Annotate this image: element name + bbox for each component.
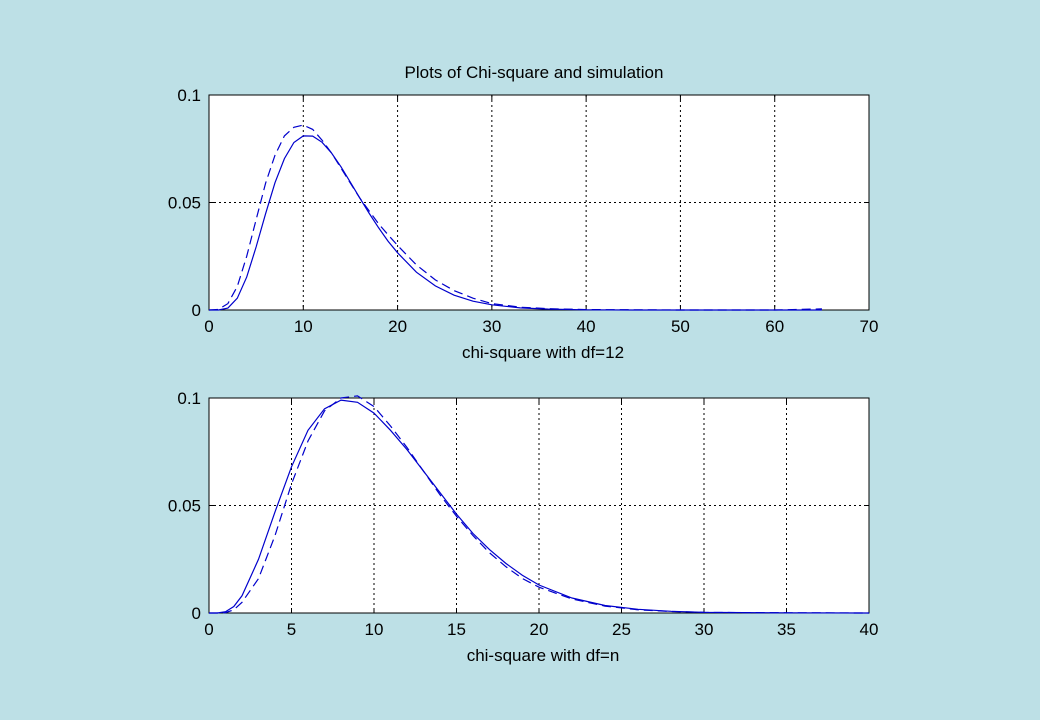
y-tick-label: 0.05 [168,497,201,516]
x-tick-label: 15 [447,620,466,639]
x-tick-label: 20 [388,317,407,336]
y-tick-label: 0 [192,604,201,623]
y-tick-label: 0.05 [168,194,201,213]
simulation-line [208,124,822,311]
x-tick-label: 25 [612,620,631,639]
bottom-subplot: 0 5 10 15 20 25 30 35 40 0 0.05 0.1 chi-square with … [168,389,879,665]
x-tick-label: 35 [777,620,796,639]
y-tick-label: 0.1 [177,389,201,408]
simulation-line [209,395,870,614]
top-subplot: 0 10 20 30 40 50 60 70 0 0.05 0.1 chi-square with d… [168,86,879,362]
x-tick-label: 10 [294,317,313,336]
x-tick-label: 40 [860,620,879,639]
x-axis-title: chi-square with df=n [467,646,620,665]
figure-title: Plots of Chi-square and simulation [405,63,664,82]
x-tick-label: 20 [530,620,549,639]
y-tick-label: 0 [192,301,201,320]
x-tick-label: 30 [695,620,714,639]
y-tick-label: 0.1 [177,86,201,105]
x-tick-label: 60 [765,317,784,336]
x-tick-label: 0 [204,620,213,639]
x-tick-label: 50 [671,317,690,336]
x-tick-label: 40 [577,317,596,336]
x-tick-label: 70 [860,317,879,336]
x-tick-label: 30 [482,317,501,336]
x-tick-label: 0 [204,317,213,336]
x-tick-label: 10 [365,620,384,639]
x-tick-label: 5 [287,620,296,639]
x-axis-title: chi-square with df=12 [462,343,624,362]
